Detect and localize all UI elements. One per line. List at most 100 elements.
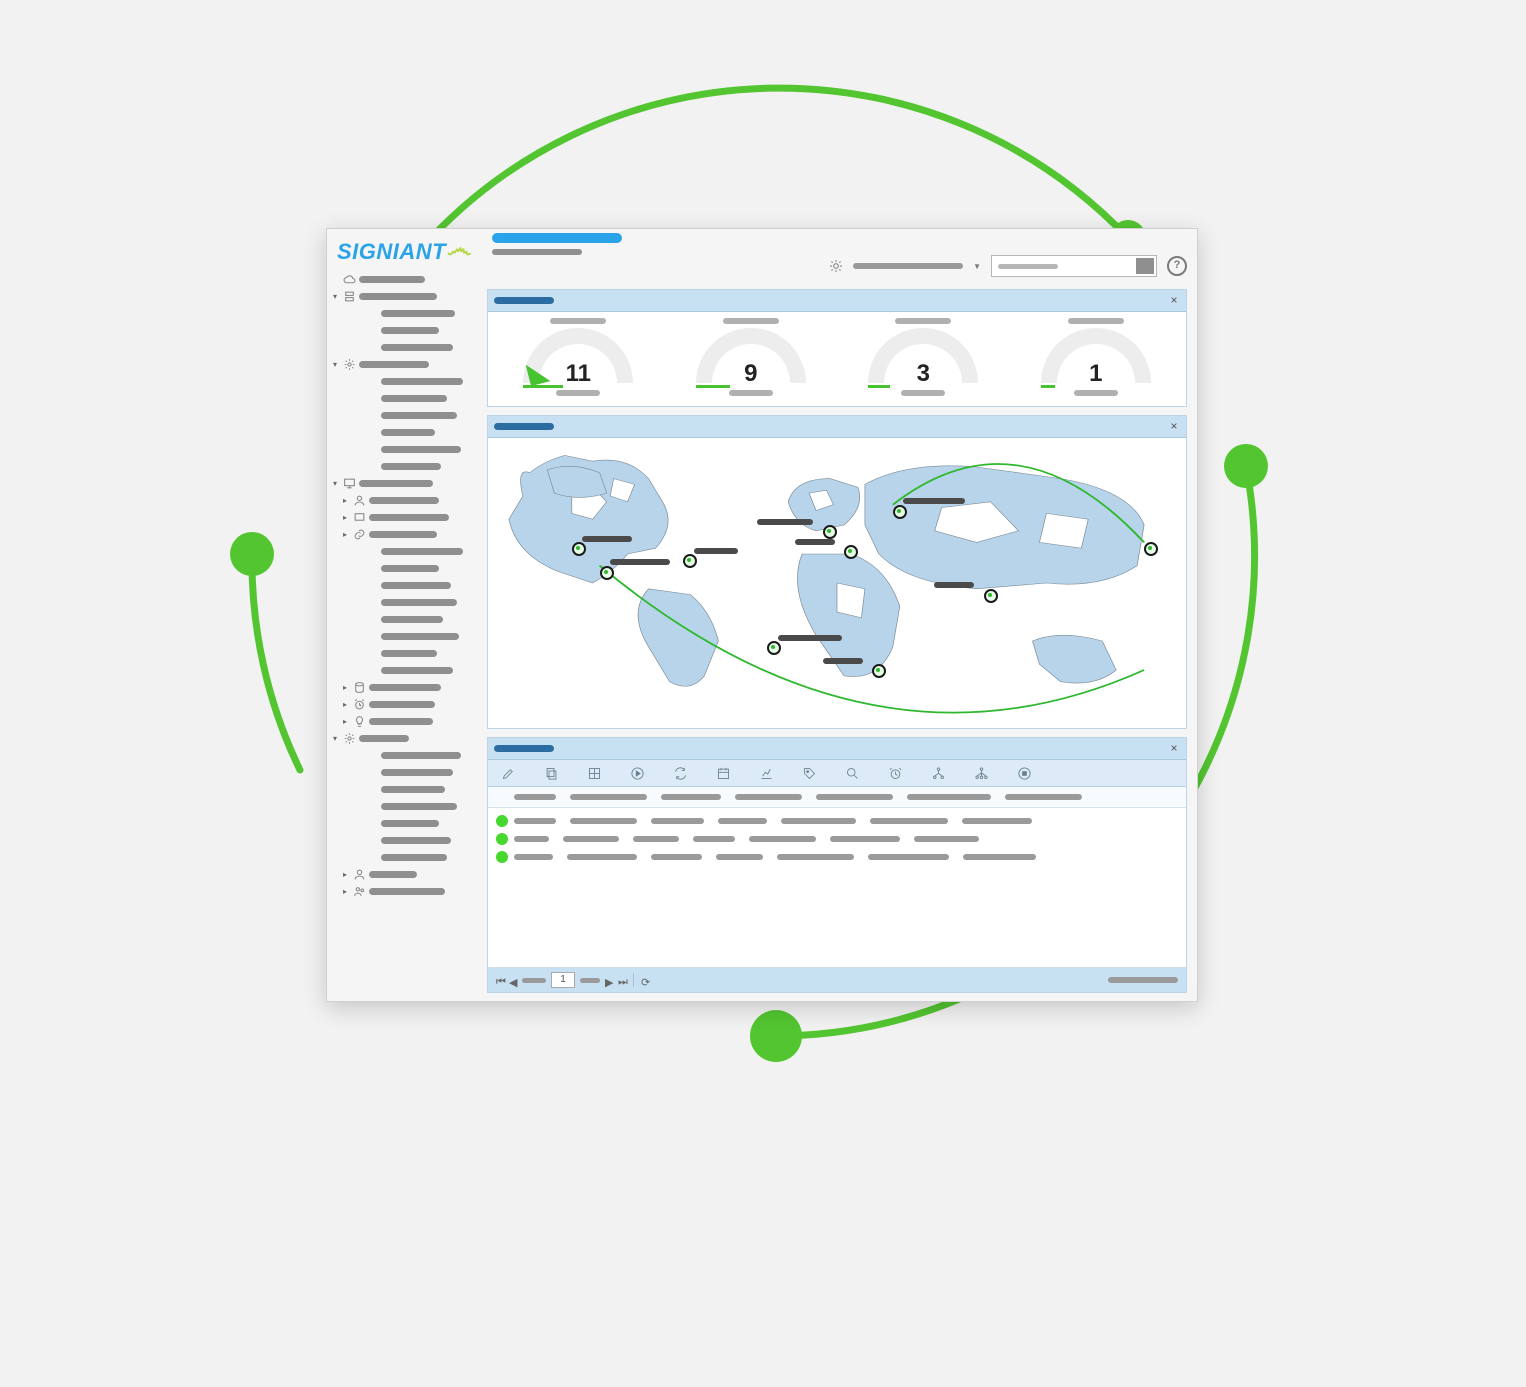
toolbar-tree2-icon[interactable]	[973, 765, 989, 781]
sidebar-item-28[interactable]	[331, 748, 481, 762]
sidebar-item-11[interactable]	[331, 459, 481, 473]
sidebar-item-14[interactable]: ▸	[331, 510, 481, 524]
search-input[interactable]	[991, 255, 1157, 277]
sidebar-item-29[interactable]	[331, 765, 481, 779]
table-col-4[interactable]	[816, 794, 893, 800]
sidebar-item-18[interactable]	[331, 578, 481, 592]
sidebar-item-13[interactable]: ▸	[331, 493, 481, 507]
sidebar-item-label	[381, 395, 447, 402]
sidebar-item-33[interactable]	[331, 833, 481, 847]
tree-caret-icon: ▸	[341, 496, 349, 505]
map-pin-5[interactable]	[893, 505, 907, 519]
sidebar-item-3[interactable]	[331, 323, 481, 337]
table-col-6[interactable]	[1005, 794, 1082, 800]
sidebar-item-17[interactable]	[331, 561, 481, 575]
toolbar-alarm-icon[interactable]	[887, 765, 903, 781]
table-col-3[interactable]	[735, 794, 802, 800]
sidebar-item-12[interactable]: ▾	[331, 476, 481, 490]
table-row[interactable]	[496, 812, 1178, 830]
pager-first-icon[interactable]: ⏮	[496, 976, 504, 984]
jobs-panel-close-icon[interactable]: ×	[1168, 743, 1180, 755]
sidebar-item-36[interactable]: ▸	[331, 884, 481, 898]
settings-icon[interactable]	[829, 259, 843, 273]
sidebar-item-label	[369, 497, 439, 504]
sidebar-item-21[interactable]	[331, 629, 481, 643]
help-icon[interactable]: ?	[1167, 256, 1187, 276]
sidebar-item-34[interactable]	[331, 850, 481, 864]
toolbar-copy-icon[interactable]	[543, 765, 559, 781]
sidebar-item-23[interactable]	[331, 663, 481, 677]
map-pin-1[interactable]	[600, 566, 614, 580]
toolbar-search-icon[interactable]	[844, 765, 860, 781]
sidebar-item-9[interactable]	[331, 425, 481, 439]
map-pin-3[interactable]	[823, 525, 837, 539]
table-row[interactable]	[496, 848, 1178, 866]
sidebar-item-32[interactable]	[331, 816, 481, 830]
pager-page-input[interactable]: 1	[551, 972, 575, 988]
sidebar-item-label	[381, 650, 437, 657]
sidebar-item-10[interactable]	[331, 442, 481, 456]
sidebar-item-31[interactable]	[331, 799, 481, 813]
toolbar-edit-icon[interactable]	[500, 765, 516, 781]
map-pin-6[interactable]	[984, 589, 998, 603]
sidebar-item-24[interactable]: ▸	[331, 680, 481, 694]
toolbar-grid-icon[interactable]	[586, 765, 602, 781]
map-panel-close-icon[interactable]: ×	[1168, 421, 1180, 433]
bulb-icon	[352, 714, 366, 728]
sidebar-item-22[interactable]	[331, 646, 481, 660]
table-col-5[interactable]	[907, 794, 991, 800]
toolbar-repeat-icon[interactable]	[672, 765, 688, 781]
sidebar-item-2[interactable]	[331, 306, 481, 320]
gauges-panel-close-icon[interactable]: ×	[1168, 295, 1180, 307]
sidebar-item-8[interactable]	[331, 408, 481, 422]
sidebar-item-16[interactable]	[331, 544, 481, 558]
sidebar-item-4[interactable]	[331, 340, 481, 354]
search-button[interactable]	[1136, 258, 1154, 274]
toolbar-play-icon[interactable]	[629, 765, 645, 781]
sidebar-item-15[interactable]: ▸	[331, 527, 481, 541]
gauge-title	[895, 318, 951, 324]
pager-next-icon[interactable]: ▶	[605, 976, 613, 984]
map-pin-label-2	[694, 548, 738, 554]
sidebar-item-19[interactable]	[331, 595, 481, 609]
user-menu[interactable]	[853, 263, 963, 269]
table-cell	[870, 818, 948, 824]
toolbar-tree-icon[interactable]	[930, 765, 946, 781]
sidebar-item-6[interactable]	[331, 374, 481, 388]
table-cell	[651, 818, 704, 824]
toolbar-tag-icon[interactable]	[801, 765, 817, 781]
header: ▼ ?	[492, 233, 1187, 287]
table-row[interactable]	[496, 830, 1178, 848]
sidebar-item-7[interactable]	[331, 391, 481, 405]
table-col-1[interactable]	[570, 794, 647, 800]
sidebar-item-27[interactable]: ▾	[331, 731, 481, 745]
table-col-0[interactable]	[514, 794, 556, 800]
sidebar-item-5[interactable]: ▾	[331, 357, 481, 371]
gauge-value: 3	[868, 360, 978, 388]
toolbar-calendar-icon[interactable]	[715, 765, 731, 781]
gauge-title	[550, 318, 606, 324]
gauge-subtitle	[901, 390, 945, 396]
sidebar-item-30[interactable]	[331, 782, 481, 796]
map-pin-9[interactable]	[872, 664, 886, 678]
sidebar-item-1[interactable]: ▾	[331, 289, 481, 303]
toolbar-chart-icon[interactable]	[758, 765, 774, 781]
sidebar-item-label	[381, 310, 455, 317]
user-menu-caret-icon[interactable]: ▼	[973, 262, 981, 271]
world-map[interactable]	[488, 438, 1186, 728]
pager-prev-icon[interactable]: ◀	[509, 976, 517, 984]
toolbar-stop-icon[interactable]	[1016, 765, 1032, 781]
blank-icon	[364, 561, 378, 575]
sidebar-item-25[interactable]: ▸	[331, 697, 481, 711]
sidebar-item-label	[369, 718, 433, 725]
sidebar-item-20[interactable]	[331, 612, 481, 626]
pager-refresh-icon[interactable]: ⟳	[641, 976, 649, 984]
blank-icon	[364, 544, 378, 558]
sidebar-item-0[interactable]	[331, 272, 481, 286]
sidebar-item-35[interactable]: ▸	[331, 867, 481, 881]
sidebar-item-label	[369, 701, 435, 708]
table-col-2[interactable]	[661, 794, 721, 800]
sidebar-item-26[interactable]: ▸	[331, 714, 481, 728]
table-cell	[563, 836, 619, 842]
pager-last-icon[interactable]: ⏭	[618, 976, 626, 984]
